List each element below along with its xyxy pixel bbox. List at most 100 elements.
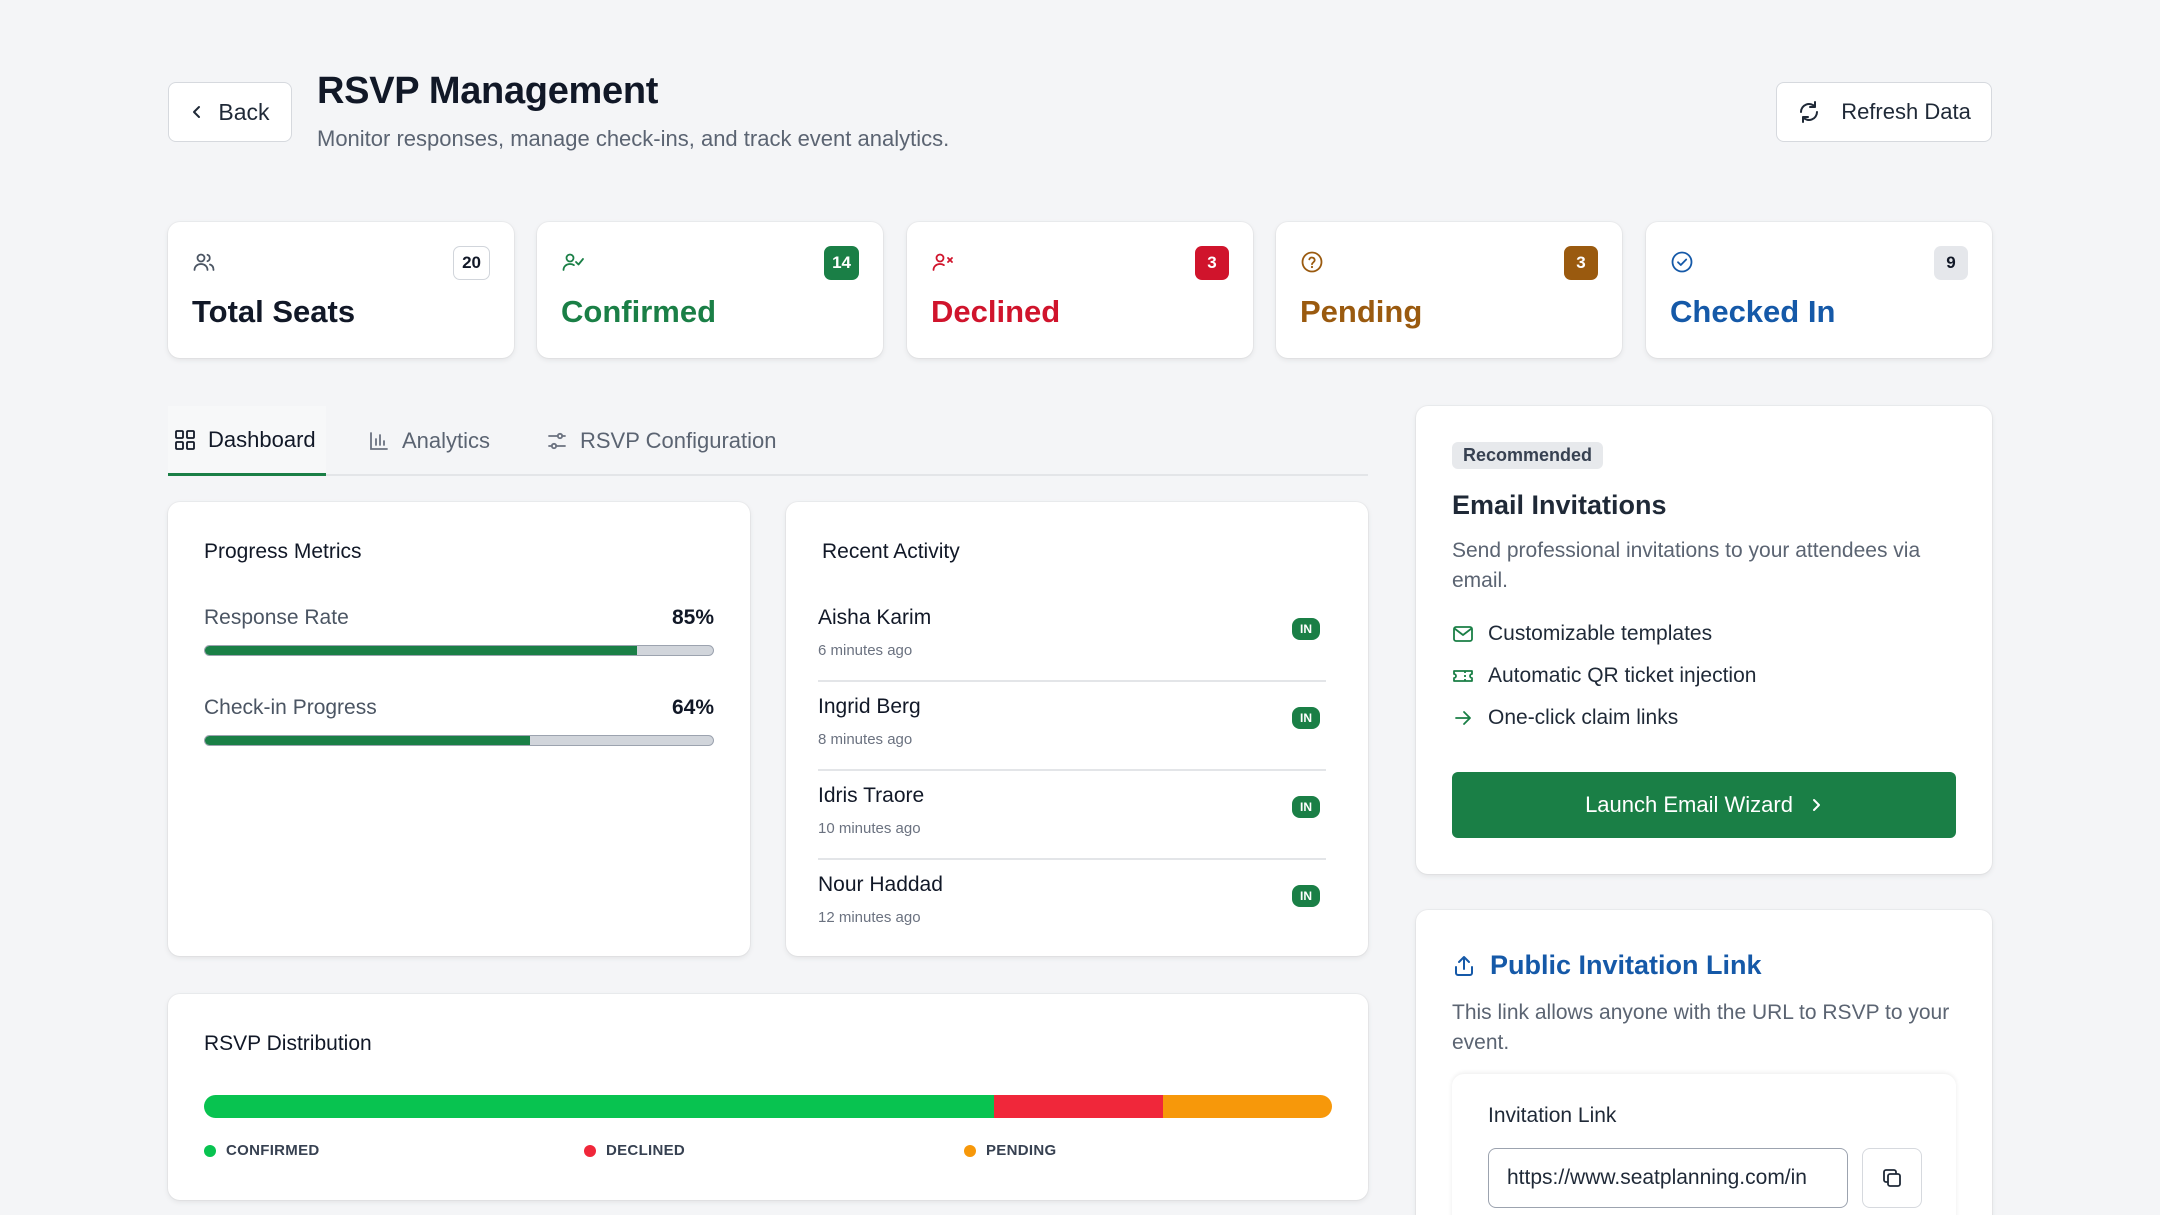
feature-label: Customizable templates xyxy=(1488,622,1713,645)
copy-icon xyxy=(1880,1166,1904,1190)
stat-label: Confirmed xyxy=(561,294,716,329)
stat-label: Total Seats xyxy=(192,294,356,329)
legend-declined: DECLINED xyxy=(584,1142,685,1159)
checked-in-badge: IN xyxy=(1292,885,1320,907)
tab-label: Dashboard xyxy=(208,426,316,452)
activity-row[interactable]: Aisha Karim 6 minutes ago IN xyxy=(818,594,1326,682)
panel-title: Recent Activity xyxy=(822,540,960,563)
check-circle-icon xyxy=(1670,250,1694,274)
activity-time: 8 minutes ago xyxy=(818,731,913,748)
attendee-name: Idris Traore xyxy=(818,784,925,807)
tab-label: RSVP Configuration xyxy=(580,428,777,453)
tab-label: Analytics xyxy=(402,428,491,453)
public-link-title-text: Public Invitation Link xyxy=(1490,950,1762,980)
sliders-icon xyxy=(546,430,568,452)
checked-in-badge: IN xyxy=(1292,707,1320,729)
arrow-right-icon xyxy=(1452,707,1474,729)
activity-time: 6 minutes ago xyxy=(818,642,913,659)
invitation-link-label: Invitation Link xyxy=(1488,1104,1617,1127)
stat-card-total-seats: Total Seats 20 xyxy=(168,222,514,358)
grid-icon xyxy=(174,429,196,451)
legend-confirmed: CONFIRMED xyxy=(204,1142,320,1159)
email-invitations-panel: Recommended Email Invitations Send profe… xyxy=(1416,406,1992,874)
help-circle-icon xyxy=(1300,250,1324,274)
chevron-left-icon xyxy=(190,105,204,119)
checked-in-badge: IN xyxy=(1292,796,1320,818)
chevron-right-icon xyxy=(1809,798,1823,812)
panel-title: RSVP Distribution xyxy=(204,1032,372,1055)
tab-dashboard[interactable]: Dashboard xyxy=(168,406,326,476)
stat-label: Pending xyxy=(1300,294,1423,329)
stat-card-pending: Pending 3 xyxy=(1276,222,1622,358)
invitation-link-card: Invitation Link xyxy=(1452,1074,1956,1215)
refresh-label: Refresh Data xyxy=(1841,99,1971,124)
users-icon xyxy=(192,250,216,274)
email-description: Send professional invitations to your at… xyxy=(1452,539,1921,592)
public-link-title: Public Invitation Link xyxy=(1452,950,1762,981)
legend-label: DECLINED xyxy=(606,1142,686,1159)
checked-in-badge: IN xyxy=(1292,618,1320,640)
stat-card-declined: Declined 3 xyxy=(907,222,1253,358)
page-subtitle: Monitor responses, manage check-ins, and… xyxy=(317,126,950,151)
progress-metrics-panel: Progress Metrics Response Rate 85% Check… xyxy=(168,502,750,956)
public-link-description: This link allows anyone with the URL to … xyxy=(1452,1001,1950,1054)
stat-card-checked-in: Checked In 9 xyxy=(1646,222,1992,358)
refresh-icon xyxy=(1797,100,1821,124)
invitation-link-input[interactable] xyxy=(1488,1148,1848,1208)
stat-label: Checked In xyxy=(1670,294,1836,329)
attendee-name: Aisha Karim xyxy=(818,606,932,629)
copy-link-button[interactable] xyxy=(1862,1148,1922,1208)
activity-row[interactable]: Ingrid Berg 8 minutes ago IN xyxy=(818,683,1326,771)
activity-row[interactable]: Nour Haddad 12 minutes ago IN xyxy=(818,861,1326,949)
recent-activity-panel: Recent Activity Aisha Karim 6 minutes ag… xyxy=(786,502,1368,956)
stat-card-confirmed: Confirmed 14 xyxy=(537,222,883,358)
page-title: RSVP Management xyxy=(317,70,659,112)
feature-item: One-click claim links xyxy=(1452,706,1678,730)
back-label: Back xyxy=(218,98,270,125)
email-title: Email Invitations xyxy=(1452,490,1667,520)
stat-count-badge: 3 xyxy=(1195,246,1229,280)
activity-time: 10 minutes ago xyxy=(818,820,921,837)
metric-label: Check-in Progress xyxy=(204,696,377,719)
back-button[interactable]: Back xyxy=(168,82,292,142)
tab-analytics[interactable]: Analytics xyxy=(362,406,496,476)
rsvp-distribution-panel: RSVP Distribution CONFIRMED DECLINED PEN… xyxy=(168,994,1368,1200)
activity-time: 12 minutes ago xyxy=(818,909,921,926)
tab-rsvp-configuration[interactable]: RSVP Configuration xyxy=(540,406,783,476)
public-invitation-link-panel: Public Invitation Link This link allows … xyxy=(1416,910,1992,1215)
panel-title: Progress Metrics xyxy=(204,540,362,563)
feature-label: One-click claim links xyxy=(1488,706,1679,729)
bar-chart-icon xyxy=(368,430,390,452)
legend-pending: PENDING xyxy=(964,1142,1056,1159)
stat-count-badge: 20 xyxy=(453,246,490,280)
stat-count-badge: 9 xyxy=(1934,246,1968,280)
launch-label: Launch Email Wizard xyxy=(1585,792,1793,817)
progress-fill xyxy=(205,736,531,745)
feature-label: Automatic QR ticket injection xyxy=(1488,664,1757,687)
attendee-name: Ingrid Berg xyxy=(818,695,921,718)
metric-value: 64% xyxy=(671,696,714,719)
legend-dot xyxy=(964,1144,976,1157)
stat-label: Declined xyxy=(931,294,1061,329)
feature-item: Automatic QR ticket injection xyxy=(1452,664,1756,688)
stat-count-badge: 14 xyxy=(824,246,859,280)
tab-bar: Dashboard Analytics RSVP Configuration xyxy=(168,406,1368,476)
legend-dot xyxy=(204,1144,216,1157)
user-check-icon xyxy=(561,250,585,274)
stat-count-badge: 3 xyxy=(1564,246,1598,280)
metric-label: Response Rate xyxy=(204,606,349,629)
check-in-progress-bar xyxy=(204,735,714,746)
distribution-segment-confirmed xyxy=(204,1095,994,1118)
feature-item: Customizable templates xyxy=(1452,622,1712,646)
refresh-data-button[interactable]: Refresh Data xyxy=(1776,82,1992,142)
user-x-icon xyxy=(931,250,955,274)
activity-row[interactable]: Idris Traore 10 minutes ago IN xyxy=(818,772,1326,860)
ticket-icon xyxy=(1452,665,1474,687)
mail-icon xyxy=(1452,623,1474,645)
legend-dot xyxy=(584,1144,596,1157)
legend-label: PENDING xyxy=(986,1142,1057,1159)
launch-email-wizard-button[interactable]: Launch Email Wizard xyxy=(1452,772,1956,838)
distribution-bar xyxy=(204,1095,1332,1118)
attendee-name: Nour Haddad xyxy=(818,873,943,896)
distribution-segment-pending xyxy=(1162,1095,1332,1118)
